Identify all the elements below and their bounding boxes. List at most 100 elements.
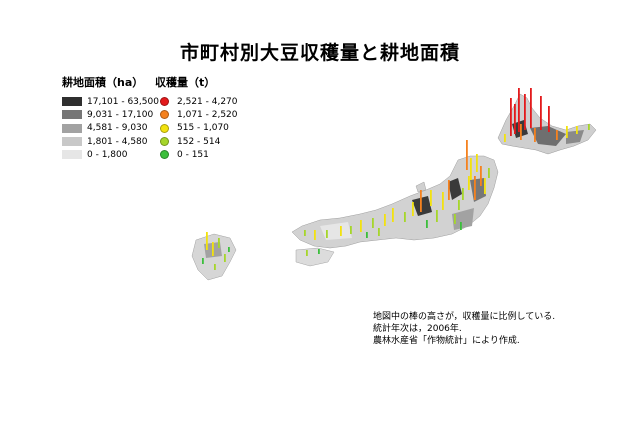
yield-bar [458,200,460,210]
yield-bar [412,202,414,216]
yield-legend-item: 0 - 151 [155,148,238,161]
yield-bar [350,226,352,234]
area-legend-item: 1,801 - 4,580 [62,135,159,148]
yield-bar [488,168,490,178]
yield-bar [366,232,368,238]
yield-dot [160,97,169,107]
yield-bar [520,124,522,140]
yield-bar [524,94,526,130]
yield-bar [566,126,568,138]
yield-bar [304,230,306,236]
yield-legend-title: 収穫量（t） [155,76,216,89]
yield-bar [430,190,432,206]
shikoku-land [295,247,335,267]
map-notes: 地図中の棒の高さが，収穫量に比例している. 統計年次は，2006年. 農林水産省… [373,311,555,347]
area-swatch [62,150,82,160]
note-line: 農林水産省「作物統計」により作成. [373,336,520,346]
honshu-dark-area [412,196,432,216]
yield-bar [504,134,506,142]
yield-legend-label: 2,521 - 4,270 [177,96,238,107]
yield-bar [306,250,308,256]
yield-bar [206,232,208,250]
yield-bar [510,98,512,136]
area-legend-label: 0 - 1,800 [87,149,128,160]
sado-island [415,181,427,193]
yield-bar [420,190,422,212]
yield-bar [468,176,470,190]
yield-legend-label: 0 - 151 [177,149,209,160]
yield-bar [514,104,516,134]
yield-bar [476,154,478,172]
yield-bar [556,130,558,140]
area-legend-label: 9,031 - 17,100 [87,109,154,120]
yield-bar [548,106,550,132]
land-layer [191,93,597,281]
area-legend-item: 4,581 - 9,030 [62,122,159,135]
yield-bar [218,238,220,248]
yield-bars-layer [202,88,590,270]
yield-bar [202,258,204,264]
yield-bar [392,208,394,222]
honshu-dark-area [452,208,474,230]
yield-legend-item: 1,071 - 2,520 [155,108,238,121]
area-legend-label: 1,801 - 4,580 [87,136,148,147]
yield-legend-item: 152 - 514 [155,135,238,148]
yield-bar [480,166,482,186]
yield-legend-item: 515 - 1,070 [155,122,238,135]
yield-bar [462,188,464,200]
area-legend-label: 4,581 - 9,030 [87,123,148,134]
yield-bar [460,222,462,230]
map-title: 市町村別大豆収穫量と耕地面積 [179,42,460,64]
note-line: 地図中の棒の高さが，収穫量に比例している. [373,312,556,322]
honshu-dark-area [448,178,462,200]
yield-bar [448,180,450,200]
yield-bar [426,220,428,228]
hokkaido-dark-area [566,130,584,144]
yield-bar [326,230,328,238]
note-line: 統計年次は，2006年. [373,324,462,334]
yield-bar [436,210,438,222]
yield-bar [540,96,542,130]
area-legend-item: 9,031 - 17,100 [62,108,159,121]
yield-legend-label: 152 - 514 [177,136,221,147]
yield-bar [384,214,386,226]
area-legend-title: 耕地面積（ha） [62,76,144,89]
area-legend: 耕地面積（ha） 17,101 - 63,500 9,031 - 17,100 … [62,74,159,161]
yield-bar [228,247,230,252]
yield-bar [318,249,320,254]
yield-bar [314,230,316,240]
yield-bar [212,242,214,256]
area-legend-label: 17,101 - 63,500 [87,96,159,107]
yield-bar [466,140,468,170]
yield-bar [518,88,520,132]
yield-dot [160,150,169,160]
yield-bar [378,228,380,236]
area-swatch [62,137,82,147]
yield-bar [530,88,532,128]
area-swatch [62,110,82,120]
yield-dot [160,137,169,147]
yield-bar [360,220,362,232]
yield-legend-item: 2,521 - 4,270 [155,95,238,108]
yield-bar [224,254,226,262]
yield-bar [576,126,578,134]
yield-bar [534,128,536,142]
yield-bar [454,214,456,224]
yield-dot [160,123,169,133]
area-swatch [62,97,82,107]
yield-bar [214,264,216,270]
area-swatch [62,123,82,133]
yield-bar [484,178,486,194]
yield-legend-label: 1,071 - 2,520 [177,109,238,120]
area-legend-item: 17,101 - 63,500 [62,95,159,108]
yield-bar [442,192,444,210]
yield-dot [160,110,169,120]
area-legend-item: 0 - 1,800 [62,148,159,161]
yield-bar [474,176,476,200]
yield-legend: 収穫量（t） 2,521 - 4,270 1,071 - 2,520 515 -… [155,74,238,161]
yield-bar [340,226,342,236]
yield-bar [404,212,406,222]
yield-bar [470,158,472,180]
yield-bar [372,218,374,228]
